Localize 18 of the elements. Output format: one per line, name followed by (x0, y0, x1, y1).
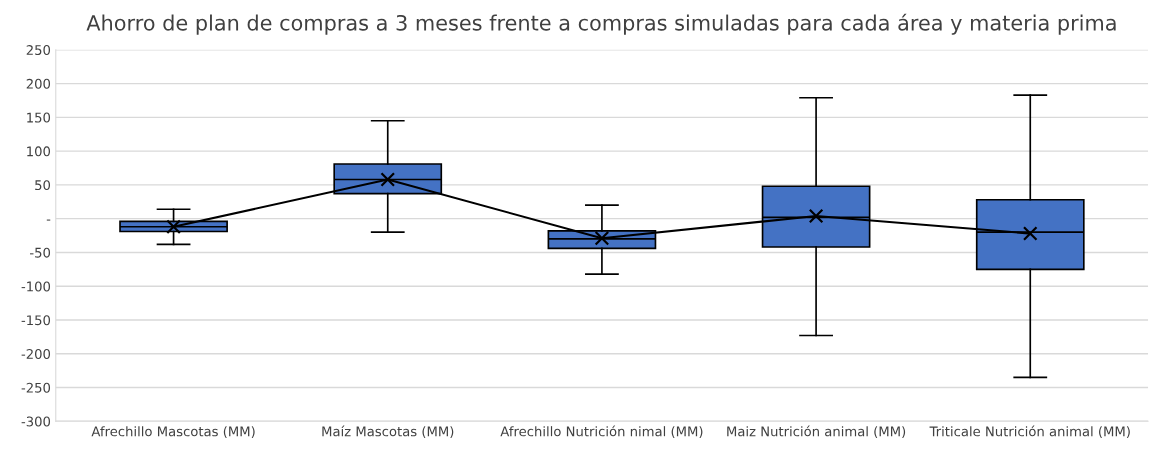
chart-title: Ahorro de plan de compras a 3 meses frente a compras simuladas para cada área y materia prima (86, 13, 1116, 35)
y-tick-label: -100 (21, 281, 51, 292)
y-tick-label: -150 (21, 315, 51, 326)
y-tick-label: 250 (26, 45, 51, 56)
y-tick-label: - (46, 219, 51, 221)
y-tick-label: 100 (27, 146, 51, 157)
x-tick-label: Afrechillo Mascotas (MM) (91, 426, 255, 438)
y-tick-label: -250 (21, 382, 51, 393)
x-tick-label: Maíz Mascotas (MM) (322, 425, 454, 438)
y-tick-label: -300 (21, 416, 51, 427)
x-tick-label: Triticale Nutrición animal (MM) (929, 425, 1130, 438)
x-tick-label: Maiz Nutrición animal (MM) (727, 425, 906, 438)
y-tick-label: 150 (27, 112, 51, 123)
x-tick-label: Afrechillo Nutrición nimal (MM) (500, 425, 703, 438)
y-tick-label: -50 (30, 247, 51, 258)
y-tick-label: -200 (21, 348, 51, 359)
y-tick-label: 50 (35, 180, 51, 191)
y-tick-label: 200 (26, 78, 51, 89)
